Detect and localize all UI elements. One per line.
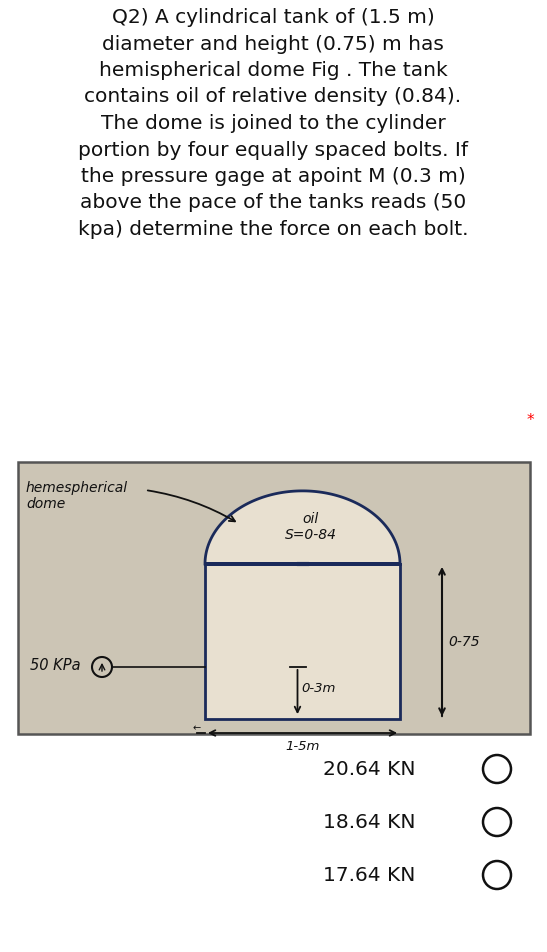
Bar [205,565,400,720]
Text: Q2) A cylindrical tank of (1.5 m)
diameter and height (0.75) m has
hemispherical: Q2) A cylindrical tank of (1.5 m) diamet… [78,8,468,239]
Text: 0-75: 0-75 [448,635,480,649]
Bar [18,463,530,734]
Text: $\leftarrow$: $\leftarrow$ [191,722,203,731]
Text: 50 KPa: 50 KPa [30,658,80,673]
Text: hemespherical
dome: hemespherical dome [26,481,128,510]
Text: 0-3m: 0-3m [301,682,336,694]
Text: 1-5m: 1-5m [286,739,319,752]
Text: *: * [526,412,534,427]
Text: 18.64 KN: 18.64 KN [323,813,415,832]
Text: oil
S=0-84: oil S=0-84 [284,511,336,542]
Text: 17.64 KN: 17.64 KN [323,865,415,884]
Text: 20.64 KN: 20.64 KN [323,760,415,779]
Polygon shape [205,491,400,565]
